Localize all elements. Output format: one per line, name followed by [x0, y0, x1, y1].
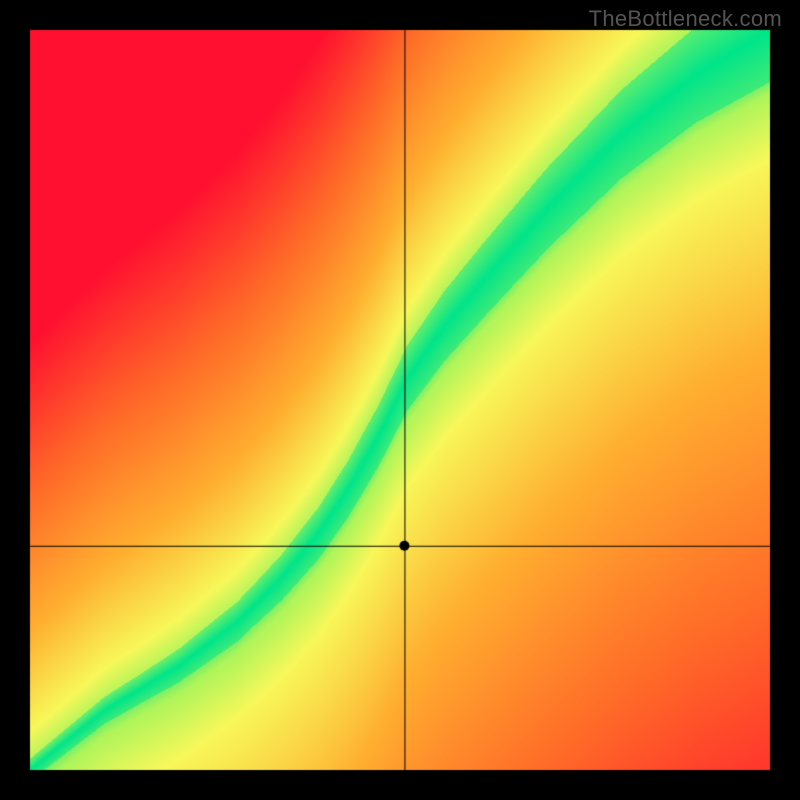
heatmap-canvas — [0, 0, 800, 800]
chart-container: TheBottleneck.com — [0, 0, 800, 800]
watermark-text: TheBottleneck.com — [589, 6, 782, 32]
